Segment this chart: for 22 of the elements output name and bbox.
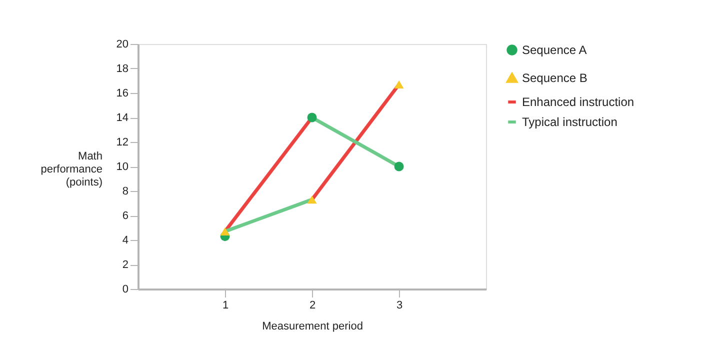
- y-tick-label: 4: [122, 234, 128, 246]
- point: [394, 80, 404, 89]
- y-tick-label: 14: [116, 112, 128, 124]
- legend-label: Typical instruction: [522, 115, 618, 129]
- y-tick-label: 0: [122, 284, 128, 296]
- legend-label: Sequence A: [522, 43, 587, 57]
- y-tick-label: 20: [116, 38, 128, 50]
- y-tick-label: 10: [116, 161, 128, 173]
- legend-label: Sequence B: [522, 71, 588, 85]
- y-tick-label: 16: [116, 88, 128, 100]
- x-tick-label: 1: [222, 300, 229, 312]
- y-tick-label: 6: [122, 210, 128, 222]
- y-tick-label: 2: [122, 259, 128, 271]
- y-tick-label: 12: [116, 136, 128, 148]
- point: [394, 162, 404, 172]
- y-axis-title: Math performance (points): [40, 150, 102, 188]
- x-axis-title: Measurement period: [262, 320, 363, 332]
- x-tick-label: 2: [309, 300, 316, 312]
- x-tick-label: 3: [396, 300, 403, 312]
- legend-label: Enhanced instruction: [522, 95, 634, 109]
- y-tick-label: 18: [116, 63, 128, 75]
- y-tick-label: 8: [122, 186, 128, 198]
